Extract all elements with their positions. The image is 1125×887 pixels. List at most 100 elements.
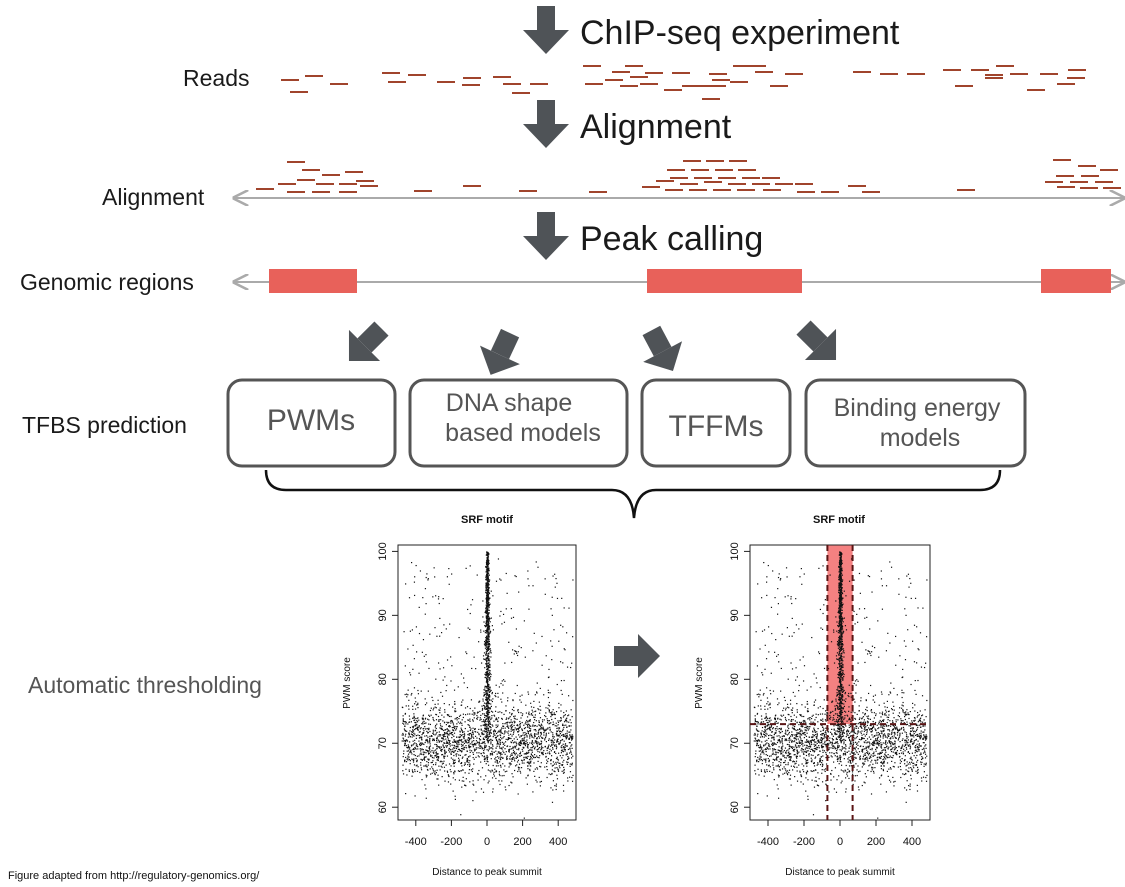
scatter-point [446, 728, 448, 730]
scatter-point [487, 602, 489, 604]
scatter-point [774, 749, 777, 751]
scatter-point [460, 735, 463, 737]
scatter-point [923, 736, 925, 738]
scatter-point [920, 752, 922, 754]
scatter-point [550, 741, 553, 743]
scatter-point [917, 770, 919, 772]
scatter-point [527, 693, 530, 695]
scatter-point [511, 708, 514, 711]
scatter-point [549, 722, 551, 724]
scatter-point [507, 697, 509, 699]
scatter-point [503, 713, 505, 716]
scatter-point [511, 722, 513, 724]
scatter-point [516, 652, 518, 655]
scatter-point [489, 735, 492, 737]
scatter-point [779, 740, 781, 743]
scatter-point [459, 731, 461, 733]
scatter-point [816, 733, 818, 735]
scatter-point [786, 773, 789, 776]
scatter-point [488, 580, 490, 582]
scatter-point [548, 668, 550, 671]
scatter-point [491, 693, 493, 695]
scatter-point [496, 759, 498, 762]
scatter-point [487, 742, 489, 744]
scatter-point [483, 738, 485, 741]
scatter-point [473, 742, 476, 745]
scatter-point [490, 673, 492, 676]
scatter-point [487, 643, 489, 646]
scatter-point [467, 608, 469, 611]
scatter-point [886, 762, 889, 764]
scatter-point [487, 580, 489, 583]
scatter-point [562, 754, 564, 757]
scatter-point [485, 630, 487, 632]
scatter-point [492, 736, 494, 738]
scatter-point [855, 722, 857, 725]
scatter-point [428, 723, 430, 725]
scatter-point [492, 764, 494, 767]
scatter-point [462, 741, 464, 743]
scatter-point [439, 727, 441, 729]
scatter-point [889, 781, 892, 783]
scatter-point [449, 726, 451, 728]
scatter-point [526, 783, 528, 785]
scatter-point [884, 756, 886, 759]
scatter-point [510, 730, 512, 732]
scatter-point [420, 727, 422, 729]
scatter-point [540, 732, 542, 734]
scatter-point [495, 718, 497, 720]
scatter-point [418, 725, 420, 727]
scatter-point [545, 734, 547, 736]
scatter-point [444, 711, 446, 713]
scatter-point [520, 717, 522, 719]
scatter-point [422, 728, 424, 730]
scatter-point [566, 745, 568, 747]
scatter-point [469, 726, 471, 728]
scatter-point [815, 713, 817, 715]
scatter-point [401, 740, 403, 742]
scatter-point [880, 752, 882, 754]
scatter-point [558, 640, 560, 642]
scatter-point [564, 744, 566, 746]
scatter-point [512, 747, 514, 750]
scatter-point [486, 738, 488, 741]
scatter-point [550, 716, 552, 718]
scatter-point [833, 753, 835, 755]
scatter-point [485, 715, 487, 717]
scatter-point [523, 759, 525, 761]
scatter-point [432, 763, 435, 766]
scatter-point [485, 690, 487, 692]
scatter-point [423, 743, 425, 746]
scatter-point [485, 676, 487, 678]
scatter-point [848, 710, 850, 712]
scatter-point [514, 765, 517, 767]
scatter-point [909, 722, 911, 724]
scatter-point [487, 739, 489, 741]
scatter-point [487, 735, 489, 737]
scatter-point [486, 687, 488, 689]
scatter-point [788, 733, 790, 735]
scatter-point [420, 736, 422, 738]
scatter-point [450, 757, 452, 759]
scatter-point [415, 748, 417, 750]
scatter-point [484, 624, 486, 627]
scatter-point [831, 701, 833, 703]
scatter-point [485, 643, 487, 645]
scatter-point [478, 701, 480, 703]
scatter-point [547, 696, 550, 699]
scatter-point [487, 638, 489, 640]
scatter-point [826, 742, 828, 745]
scatter-point [810, 721, 812, 723]
scatter-point [430, 755, 432, 757]
scatter-point [900, 747, 902, 749]
scatter-point [766, 719, 768, 721]
scatter-point [850, 720, 852, 722]
scatter-point [841, 780, 843, 782]
scatter-point [425, 756, 427, 758]
scatter-point [777, 717, 779, 719]
scatter-point [536, 781, 538, 783]
model-pwms-label: PWMs [267, 404, 355, 437]
scatter-point [487, 641, 489, 643]
scatter-point [519, 753, 521, 755]
scatter-point [404, 693, 406, 696]
